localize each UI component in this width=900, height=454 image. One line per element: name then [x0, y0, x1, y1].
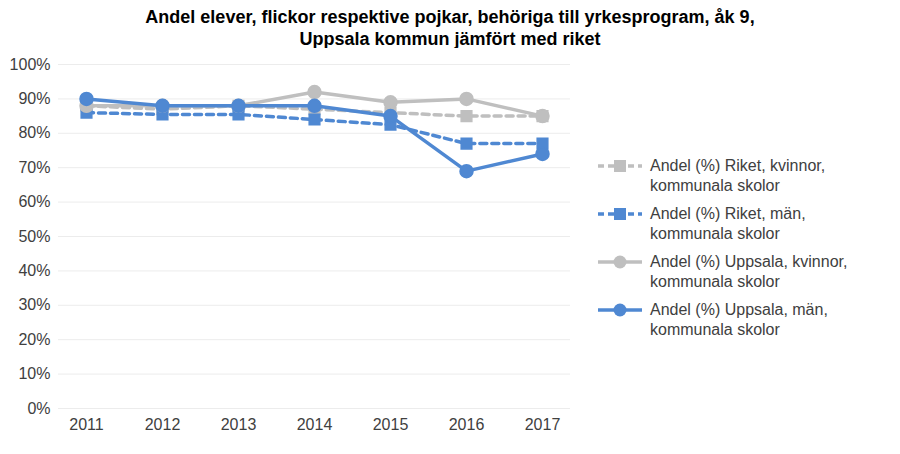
svg-text:2011: 2011 [69, 416, 104, 433]
svg-text:10%: 10% [18, 365, 50, 382]
svg-text:80%: 80% [18, 124, 50, 141]
svg-text:2014: 2014 [297, 416, 333, 433]
svg-text:50%: 50% [18, 228, 50, 245]
svg-text:2016: 2016 [449, 416, 485, 433]
svg-text:60%: 60% [18, 193, 50, 210]
html-text:Andel (%) Uppsala, kvinnor, ko: Andel (%) Uppsala, kvinnor, kommunala sk… [650, 253, 848, 290]
svg-text:2015: 2015 [373, 416, 409, 433]
svg-text:100%: 100% [10, 56, 51, 73]
svg-text:20%: 20% [18, 331, 50, 348]
svg-text:2012: 2012 [145, 416, 181, 433]
svg-text:70%: 70% [18, 159, 50, 176]
svg-text:40%: 40% [18, 262, 50, 279]
svg-text:30%: 30% [18, 296, 50, 313]
html-text:Andel (%) Riket, män, kommunal: Andel (%) Riket, män, kommunala skolor [650, 205, 806, 242]
html-text:Andel (%) Riket, kvinnor, komm: Andel (%) Riket, kvinnor, kommunala skol… [650, 157, 826, 194]
svg-text:90%: 90% [18, 90, 50, 107]
svg-text:0%: 0% [27, 400, 50, 417]
svg-text:2013: 2013 [221, 416, 257, 433]
html-text:Andel (%) Uppsala, män, kommun: Andel (%) Uppsala, män, kommunala skolor [650, 301, 828, 338]
svg-text:2017: 2017 [525, 416, 561, 433]
html-text:Andel elever, flickor respekti: Andel elever, flickor respektive pojkar,… [145, 7, 755, 49]
